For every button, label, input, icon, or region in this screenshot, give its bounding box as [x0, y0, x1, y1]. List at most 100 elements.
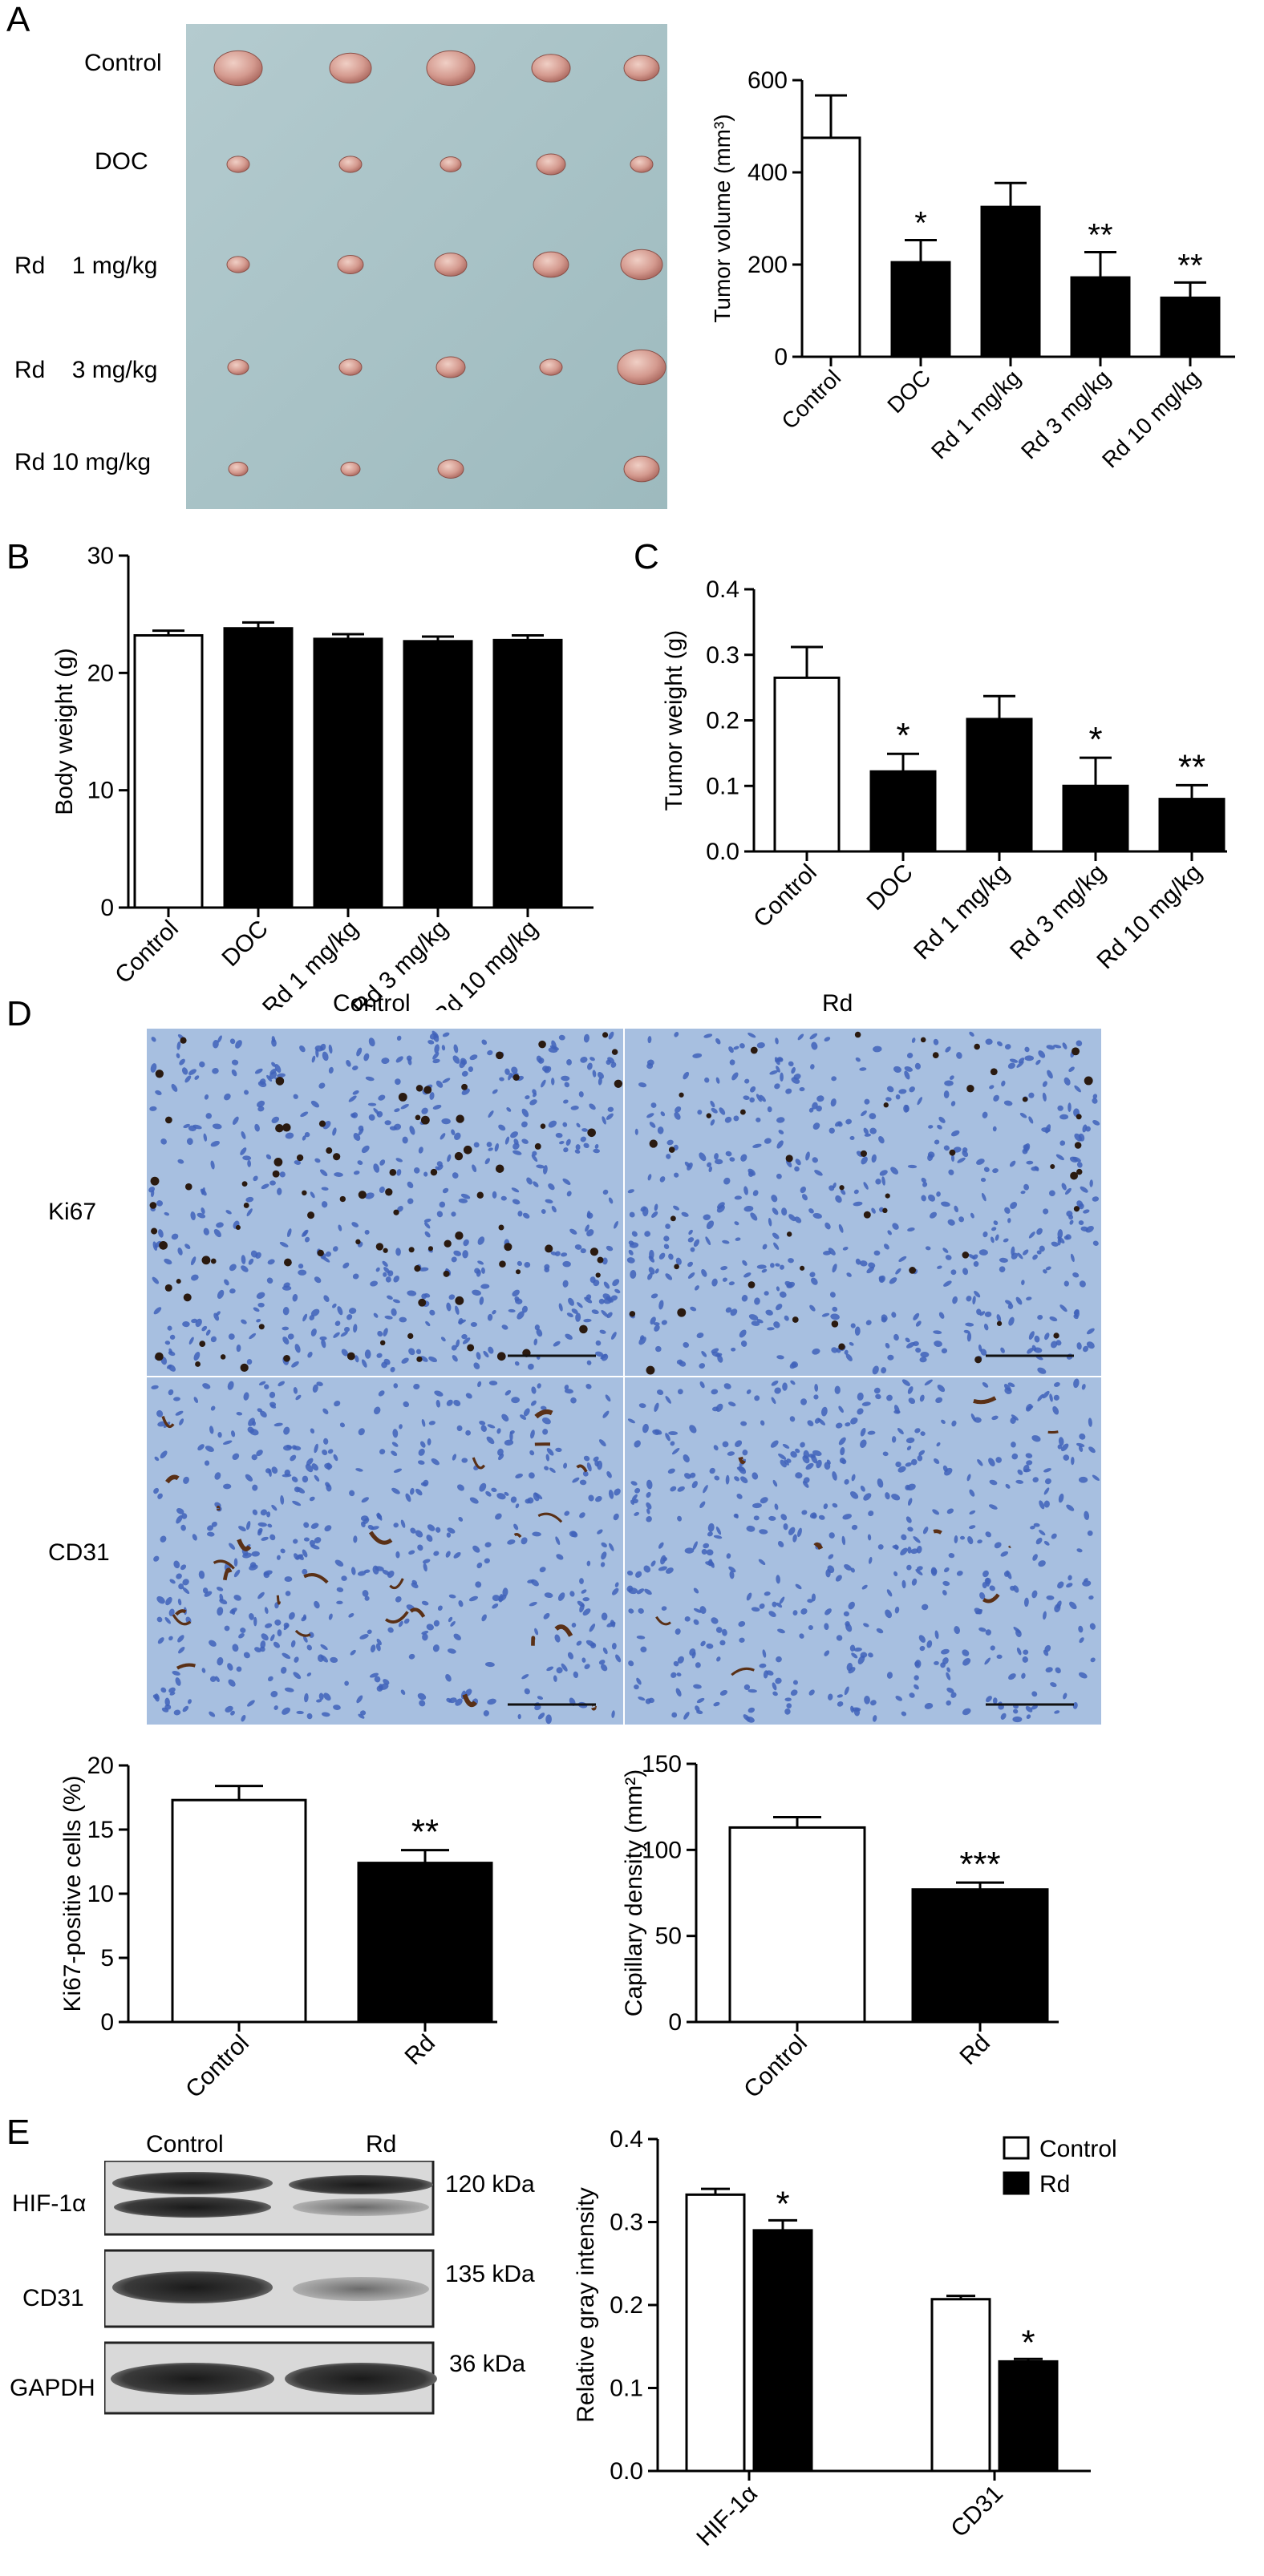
nucleus	[684, 1161, 691, 1168]
nucleus	[581, 1657, 586, 1663]
nucleus	[760, 1497, 768, 1504]
nucleus	[861, 1156, 868, 1165]
ki67-positive-nucleus	[750, 1046, 758, 1054]
nucleus	[915, 1320, 922, 1327]
nucleus	[400, 1519, 406, 1528]
nucleus	[241, 1131, 246, 1139]
nucleus	[893, 1544, 899, 1551]
cd31-vessel	[554, 1624, 573, 1637]
nucleus	[699, 1501, 706, 1508]
nucleus	[884, 1244, 889, 1250]
nucleus	[723, 1383, 731, 1389]
nucleus	[176, 1573, 182, 1579]
ki67-positive-nucleus	[165, 1116, 172, 1124]
nucleus	[327, 1449, 334, 1454]
nucleus	[419, 1700, 426, 1707]
nucleus	[532, 1531, 541, 1537]
tumor	[226, 256, 250, 273]
nucleus	[160, 1450, 168, 1458]
ki67-positive-nucleus	[318, 1120, 326, 1127]
nucleus	[853, 1647, 862, 1652]
nucleus	[740, 1421, 747, 1426]
nucleus	[1085, 1226, 1094, 1233]
nucleus	[978, 1344, 982, 1352]
nucleus	[911, 1578, 918, 1586]
nucleus	[544, 1592, 553, 1599]
nucleus	[321, 1201, 328, 1208]
nucleus	[512, 1142, 520, 1150]
nucleus	[483, 1350, 489, 1358]
nucleus	[648, 1267, 655, 1275]
nucleus	[463, 1239, 469, 1247]
nucleus	[972, 1254, 978, 1260]
nucleus	[173, 1709, 181, 1716]
legend-swatch	[1003, 2171, 1030, 2195]
nucleus	[328, 1044, 333, 1054]
nucleus	[868, 1652, 873, 1658]
nucleus	[251, 1551, 260, 1557]
nucleus	[465, 1430, 471, 1436]
nucleus	[873, 1250, 881, 1256]
nucleus	[714, 1475, 720, 1481]
nucleus	[936, 1442, 941, 1447]
nucleus	[217, 1035, 222, 1043]
nucleus	[925, 1246, 931, 1251]
nucleus	[209, 1425, 214, 1434]
nucleus	[788, 1527, 796, 1535]
nucleus	[1037, 1314, 1043, 1320]
nucleus	[839, 1457, 845, 1464]
nucleus	[922, 1527, 929, 1535]
nucleus	[215, 1676, 220, 1683]
nucleus	[447, 1527, 456, 1534]
nucleus	[772, 1601, 777, 1607]
nucleus	[312, 1384, 318, 1393]
nucleus	[782, 1443, 790, 1449]
nucleus	[904, 1105, 910, 1112]
tumor	[440, 156, 462, 172]
nucleus	[190, 1211, 196, 1221]
nucleus	[523, 1408, 530, 1417]
nucleus	[974, 1291, 981, 1298]
nucleus	[1034, 1335, 1040, 1343]
nucleus	[310, 1191, 315, 1199]
nucleus	[203, 1227, 209, 1235]
nucleus	[889, 1277, 897, 1284]
nucleus	[1045, 1667, 1053, 1673]
nucleus	[353, 1324, 358, 1333]
nucleus	[800, 1186, 806, 1194]
nucleus	[1043, 1540, 1050, 1546]
nucleus	[1043, 1468, 1051, 1473]
nucleus	[177, 1635, 184, 1643]
nucleus	[1038, 1050, 1046, 1058]
ki67-positive-nucleus	[962, 1252, 970, 1259]
nucleus	[233, 1558, 238, 1567]
nucleus	[499, 1077, 504, 1082]
nucleus	[1025, 1705, 1033, 1713]
nucleus	[1049, 1190, 1055, 1197]
ki67-positive-nucleus	[974, 1356, 982, 1364]
nucleus	[626, 1257, 635, 1264]
nucleus	[367, 1524, 375, 1531]
nucleus	[752, 1190, 759, 1196]
nucleus	[1031, 1590, 1038, 1599]
nucleus	[573, 1671, 579, 1678]
nucleus	[758, 1559, 766, 1566]
y-tick-label: 5	[100, 1945, 114, 1971]
nucleus	[256, 1292, 265, 1300]
nucleus	[411, 1582, 419, 1589]
nucleus	[534, 1492, 543, 1499]
nucleus	[812, 1102, 818, 1110]
nucleus	[455, 1305, 460, 1315]
nucleus	[776, 1355, 784, 1360]
ki67-positive-nucleus	[398, 1092, 407, 1102]
x-tick-label: DOC	[882, 365, 935, 418]
nucleus	[477, 1260, 484, 1265]
ki67-positive-nucleus	[241, 1181, 248, 1187]
nucleus	[487, 1049, 493, 1056]
nucleus	[529, 1601, 537, 1607]
nucleus	[805, 1151, 810, 1161]
ki67-positive-nucleus	[195, 1361, 201, 1367]
nucleus	[969, 1489, 975, 1497]
nucleus	[294, 1486, 301, 1493]
nucleus	[294, 1344, 301, 1353]
